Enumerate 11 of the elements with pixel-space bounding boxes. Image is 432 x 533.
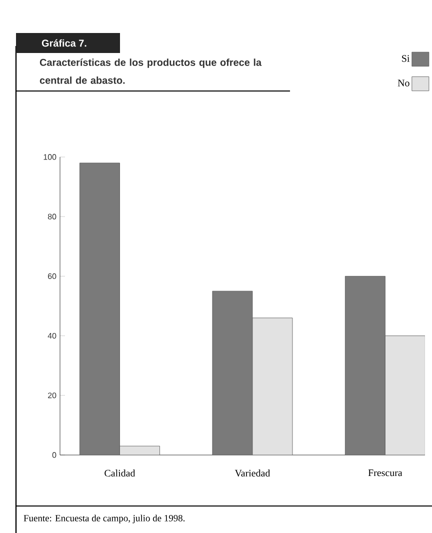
source-note: Fuente: Encuesta de campo, julio de 1998. [24, 514, 185, 524]
chart-subtitle: Características de los productos que ofrece la central de abasto. [40, 58, 262, 84]
x-tick-label: Frescura [368, 470, 402, 476]
bar [212, 290, 253, 455]
x-tick-label: Calidad [104, 470, 136, 477]
bar [80, 162, 120, 455]
x-tick-label: Variedad [234, 470, 270, 477]
chart-title: Gráfica 7. [42, 39, 86, 47]
bar [344, 276, 386, 455]
legend-label: Si [402, 55, 410, 62]
legend-label: No [398, 80, 410, 86]
